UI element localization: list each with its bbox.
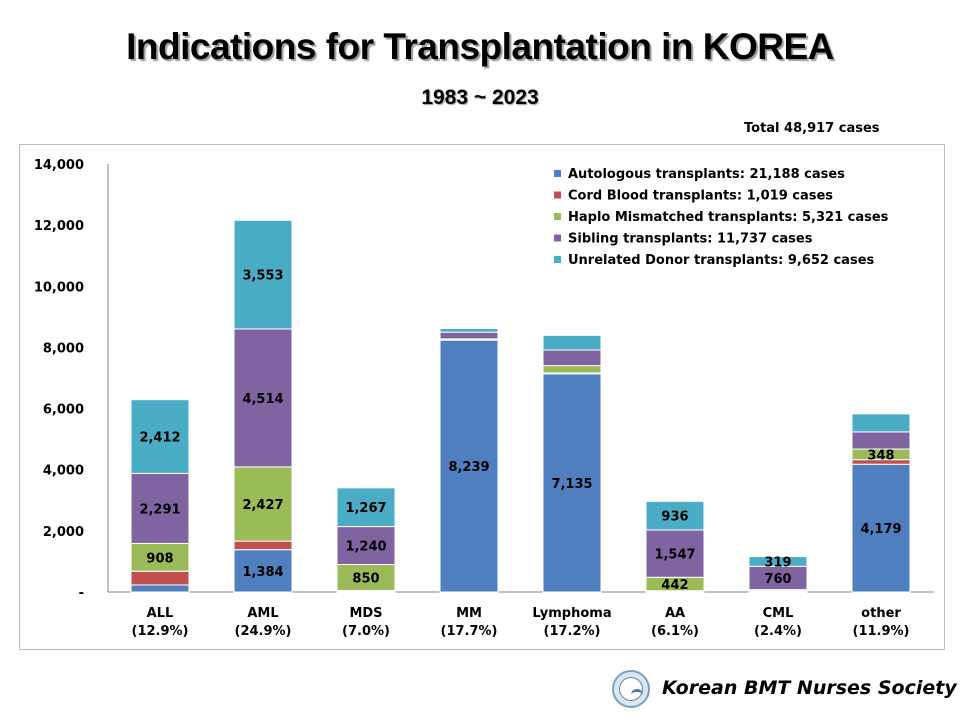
- legend-label-autologous: Autologous transplants: 21,188 cases: [568, 167, 845, 182]
- legend-swatch-haplo: [554, 213, 561, 220]
- bar-segment-sibling: [233, 328, 293, 468]
- bar-segment-autologous: [130, 584, 190, 593]
- bar-segment-sibling: [439, 331, 499, 340]
- y-tick-label: 6,000: [43, 403, 84, 418]
- legend-swatch-cord_blood: [554, 191, 561, 199]
- bar-segment-cord_blood: [233, 540, 293, 551]
- data-label: 2,427: [242, 498, 283, 513]
- chart-frame: - 2,000 4,000 6,000 8,000 10,000 12,000 14,000 9…: [19, 144, 945, 650]
- kbmtns-logo-icon: [612, 670, 650, 708]
- data-label: 319: [764, 555, 791, 570]
- data-label: 3,553: [242, 269, 283, 284]
- chart-subtitle: 1983 ~ 2023: [421, 86, 539, 109]
- data-label: 1,267: [345, 501, 386, 516]
- bar-segment-sibling: [542, 349, 602, 367]
- stacked-bar-chart: - 2,000 4,000 6,000 8,000 10,000 12,000 14,000 9…: [34, 158, 934, 639]
- bar-segment-haplo: [130, 542, 190, 572]
- y-tick-label: 8,000: [43, 341, 84, 356]
- x-tick-label: MDS: [349, 606, 382, 621]
- chart-title: Indications for Transplantation in KOREA: [126, 26, 834, 67]
- bar-segment-sibling: [336, 526, 396, 565]
- x-tick-label: MM: [456, 606, 482, 621]
- x-tick-sublabel: (2.4%): [754, 624, 802, 639]
- bar-segment-autologous: [439, 339, 499, 593]
- y-tick-label: 14,000: [34, 158, 84, 173]
- bar-segment-unrelated: [748, 556, 808, 567]
- x-tick-label: AML: [247, 606, 278, 621]
- data-label: 1,240: [345, 540, 386, 555]
- x-tick-label: CML: [763, 606, 794, 621]
- data-label: 1,547: [654, 548, 695, 563]
- data-label: 2,412: [139, 431, 180, 446]
- x-tick-label: other: [861, 606, 901, 621]
- x-tick-sublabel: (6.1%): [651, 624, 699, 639]
- bar-segment-haplo: [542, 365, 602, 374]
- data-label: 4,514: [242, 392, 283, 407]
- x-tick-sublabel: (17.7%): [441, 624, 498, 639]
- bar-segment-unrelated: [130, 399, 190, 474]
- data-label: 850: [352, 571, 379, 586]
- bar-segment-autologous: [851, 463, 911, 593]
- data-label: 760: [764, 572, 791, 587]
- bar-segment-unrelated: [542, 334, 602, 351]
- x-tick-sublabel: (11.9%): [853, 624, 910, 639]
- y-tick-label: 12,000: [34, 219, 84, 234]
- legend-label-haplo: Haplo Mismatched transplants: 5,321 case…: [568, 210, 889, 225]
- legend-label-sibling: Sibling transplants: 11,737 cases: [568, 232, 813, 247]
- bar-segment-unrelated: [645, 500, 705, 531]
- data-label: 908: [146, 551, 173, 566]
- x-tick-label: AA: [665, 606, 685, 621]
- bar-segment-unrelated: [439, 328, 499, 333]
- data-label: 348: [867, 448, 894, 463]
- x-tick-sublabel: (7.0%): [342, 624, 390, 639]
- y-tick-label: 10,000: [34, 280, 84, 295]
- legend-label-unrelated: Unrelated Donor transplants: 9,652 cases: [568, 253, 875, 268]
- bar-segment-unrelated: [336, 487, 396, 528]
- data-label: 7,135: [551, 477, 592, 492]
- data-label: 936: [661, 510, 688, 525]
- legend-swatch-unrelated: [554, 256, 561, 263]
- data-label: 4,179: [860, 522, 901, 537]
- bar-segment-unrelated: [851, 413, 911, 433]
- data-label: 2,291: [139, 502, 180, 517]
- x-tick-sublabel: (12.9%): [132, 624, 189, 639]
- bar-segment-autologous: [233, 549, 293, 593]
- bar-segment-sibling: [851, 431, 911, 450]
- x-tick-label: ALL: [147, 606, 174, 621]
- bar-segment-haplo: [233, 466, 293, 542]
- data-label: 442: [661, 578, 688, 593]
- y-tick-label: 4,000: [43, 464, 84, 479]
- x-tick-label: Lymphoma: [532, 606, 611, 621]
- footer: Korean BMT Nurses Society: [612, 666, 957, 712]
- bar-segment-cord_blood: [130, 570, 190, 586]
- bar-segment-haplo: [336, 563, 396, 591]
- legend-swatch-autologous: [554, 170, 561, 177]
- organization-name: Korean BMT Nurses Society: [662, 677, 957, 699]
- bar-segment-unrelated: [233, 219, 293, 330]
- y-tick-label: 2,000: [43, 525, 84, 540]
- data-label: 8,239: [448, 460, 489, 475]
- data-label: 1,384: [242, 565, 283, 580]
- total-cases-label: Total 48,917 cases: [744, 121, 880, 136]
- legend-label-cord_blood: Cord Blood transplants: 1,019 cases: [568, 189, 833, 204]
- x-tick-sublabel: (24.9%): [235, 624, 292, 639]
- x-tick-sublabel: (17.2%): [544, 624, 601, 639]
- legend-swatch-sibling: [554, 234, 561, 242]
- y-tick-label: -: [79, 586, 84, 601]
